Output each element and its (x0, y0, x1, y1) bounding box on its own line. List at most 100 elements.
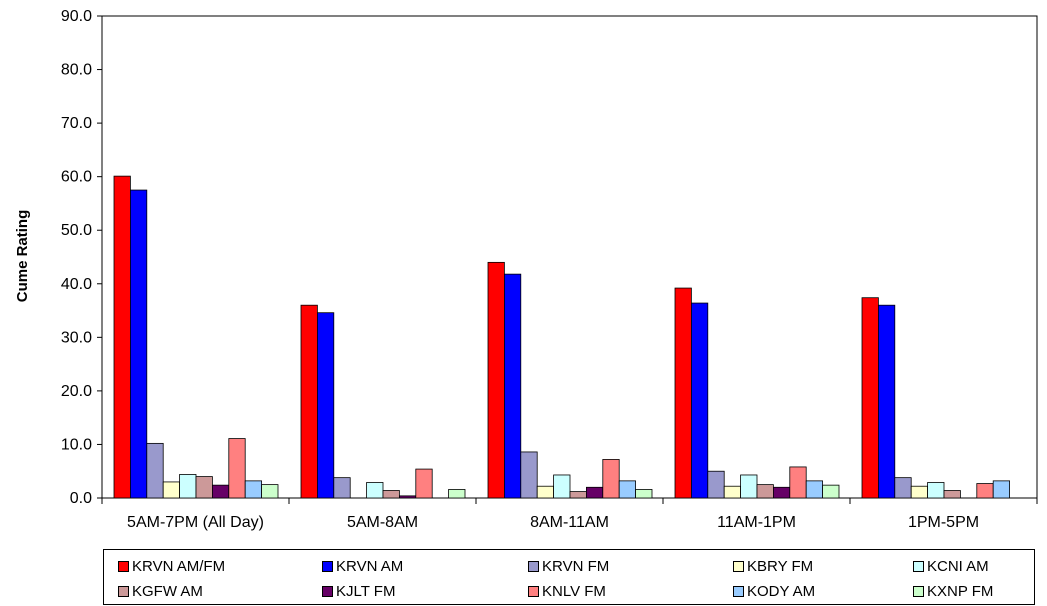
bar (300, 304, 318, 499)
legend-swatch (118, 560, 129, 572)
bar (943, 490, 961, 499)
legend: KRVN AM/FM KRVN AM KRVN FM KBRY FM KCNI AM KG… (103, 549, 1035, 605)
bar (569, 491, 587, 499)
legend-label: KXNP FM (927, 582, 994, 600)
legend-label: KRVN AM/FM (132, 557, 226, 575)
bar (333, 477, 351, 499)
bar (707, 470, 725, 499)
bar (723, 485, 742, 499)
bar (146, 442, 164, 499)
bar (553, 474, 571, 499)
legend-item: KRVN FM (528, 556, 609, 576)
legend-swatch (913, 560, 924, 572)
x-tick-label: 8AM-11AM (530, 514, 609, 531)
bar (773, 486, 791, 499)
bar (195, 476, 213, 499)
y-tick-label: 40.0 (61, 276, 92, 293)
legend-swatch (322, 585, 333, 597)
series-1 (129, 189, 896, 499)
legend-swatch (733, 560, 744, 572)
series-2 (146, 442, 912, 499)
legend-item: KODY AM (733, 581, 815, 601)
bar (536, 485, 555, 499)
bar (129, 189, 148, 499)
legend-label: KJLT FM (336, 582, 396, 600)
legend-swatch (528, 585, 539, 597)
series-6 (211, 484, 791, 499)
legend-label: KCNI AM (927, 557, 989, 575)
legend-label: KGFW AM (132, 582, 203, 600)
series-9 (261, 484, 840, 499)
bar (316, 312, 335, 499)
bar (691, 302, 709, 499)
bar (162, 481, 180, 499)
legend-swatch (528, 560, 539, 572)
legend-item: KCNI AM (913, 556, 989, 576)
bar (976, 483, 994, 499)
series-4 (179, 474, 945, 499)
y-tick-label: 60.0 (61, 169, 92, 186)
y-tick-label: 80.0 (61, 62, 92, 79)
bar (244, 480, 262, 499)
y-tick-label: 90.0 (61, 8, 92, 25)
bar (618, 480, 637, 499)
legend-label: KODY AM (747, 582, 816, 600)
bar (927, 482, 945, 499)
bar (382, 490, 400, 499)
bar (261, 484, 279, 499)
bar (740, 474, 758, 499)
series-7 (228, 438, 994, 499)
axes: 0.0 10.0 20.0 30.0 40.0 50.0 60.0 70.0 80.0 90.0 5… (61, 8, 1038, 531)
bar (398, 495, 417, 499)
legend-swatch (322, 560, 333, 572)
bar (503, 273, 522, 499)
bar (861, 297, 879, 499)
legend-item: KGFW AM (118, 581, 203, 601)
y-tick-label: 70.0 (61, 115, 92, 132)
bar (822, 484, 840, 499)
bar (894, 477, 912, 499)
legend-swatch (913, 585, 924, 597)
legend-item: KBRY FM (733, 556, 813, 576)
bar (366, 482, 384, 499)
legend-item: KXNP FM (913, 581, 993, 601)
y-tick-label: 20.0 (61, 383, 92, 400)
y-tick-label: 0.0 (70, 490, 92, 507)
bar (992, 480, 1011, 499)
y-tick-label: 50.0 (61, 222, 92, 239)
legend-swatch (733, 585, 744, 597)
bar-chart: 0.0 10.0 20.0 30.0 40.0 50.0 60.0 70.0 80.0 90.0 5… (14, 8, 1038, 531)
plot-border (101, 15, 1038, 499)
plot-area (101, 15, 1038, 499)
x-tick-label: 5AM-8AM (347, 514, 418, 531)
bar (211, 484, 230, 499)
y-axis-label: Cume Rating (14, 210, 31, 303)
bar (586, 486, 604, 499)
legend-label: KBRY FM (747, 557, 814, 575)
bars (113, 175, 1011, 499)
bar (602, 459, 620, 499)
legend-item: KRVN AM (322, 556, 403, 576)
x-tick-label: 11AM-1PM (717, 514, 796, 531)
bar (910, 485, 929, 499)
bar (520, 451, 538, 499)
series-8 (244, 480, 1011, 499)
x-tick-label: 5AM-7PM (All Day) (127, 514, 264, 531)
legend-label: KRVN FM (542, 557, 610, 575)
legend-label: KRVN AM (336, 557, 404, 575)
bar (448, 489, 466, 499)
bar (789, 466, 807, 499)
legend-swatch (118, 585, 129, 597)
y-tick-label: 10.0 (61, 436, 92, 453)
bar (756, 484, 774, 499)
bar (674, 287, 692, 499)
bar (487, 261, 505, 499)
legend-item: KRVN AM/FM (118, 556, 225, 576)
bar (179, 474, 197, 499)
x-tick-label: 1PM-5PM (908, 514, 979, 531)
legend-item: KNLV FM (528, 581, 606, 601)
bar (635, 489, 653, 499)
legend-label: KNLV FM (542, 582, 606, 600)
legend-item: KJLT FM (322, 581, 395, 601)
bar (805, 480, 824, 499)
